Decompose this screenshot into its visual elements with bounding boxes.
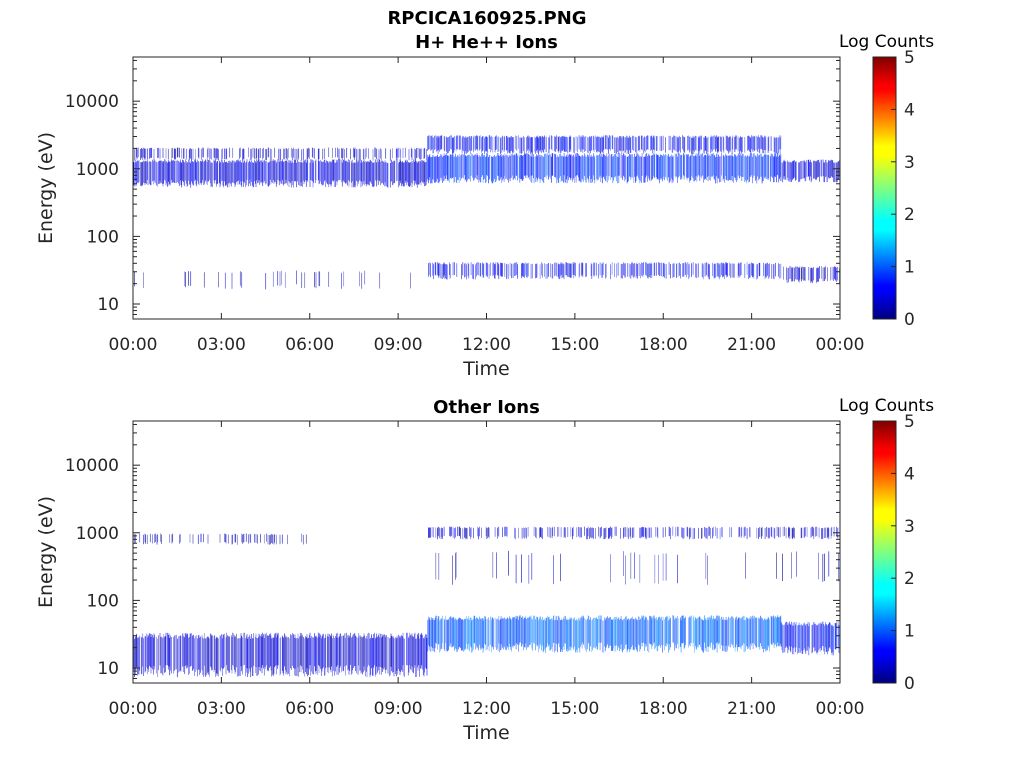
band-5 [435, 550, 839, 585]
panel-0: H+ He++ Ions 00:00 03:00 06:00 09:00 12:00 15:… [35, 32, 934, 380]
x-tick-label: 15:00 [550, 335, 599, 355]
band-2 [427, 152, 782, 184]
y-tick-label: 100 [87, 227, 119, 247]
band-4 [428, 526, 839, 540]
band-1 [134, 147, 427, 161]
x-tick-label: 18:00 [639, 699, 688, 719]
x-tick-label: 12:00 [462, 335, 511, 355]
x-tick-label: 09:00 [374, 335, 423, 355]
colorbar-tick-label: 5 [904, 48, 915, 68]
y-tick-label: 100 [87, 591, 119, 611]
band-0 [133, 632, 428, 678]
band-0 [133, 159, 428, 188]
x-tick-label: 15:00 [550, 699, 599, 719]
y-tick-label: 10000 [65, 456, 119, 476]
y-tick-label: 1000 [76, 160, 119, 180]
y-axis-label: Energy (eV) [35, 132, 57, 244]
colorbar-tick-label: 3 [904, 517, 915, 537]
x-tick-label: 06:00 [285, 335, 334, 355]
plot-area [132, 56, 841, 320]
band-3 [427, 135, 782, 155]
x-tick-label: 18:00 [639, 335, 688, 355]
band-3 [134, 533, 307, 545]
colorbar-tick-label: 0 [904, 310, 915, 330]
band-5 [428, 262, 782, 280]
band-4 [780, 159, 840, 183]
x-tick-label: 00:00 [816, 699, 865, 719]
colorbar-title: Log Counts [839, 396, 934, 416]
colorbar-tick-label: 2 [904, 205, 915, 225]
x-tick-label: 00:00 [109, 699, 158, 719]
panel-title: H+ He++ Ions [415, 32, 558, 53]
colorbar [872, 420, 897, 684]
colorbar [872, 56, 897, 320]
y-tick-label: 10 [97, 295, 119, 315]
band-2 [780, 621, 840, 656]
band-1 [427, 615, 782, 653]
colorbar-tick-label: 0 [904, 674, 915, 694]
colorbar-tick-label: 3 [904, 153, 915, 173]
panel-title: Other Ions [433, 397, 540, 418]
x-tick-label: 09:00 [374, 699, 423, 719]
x-axis-label: Time [462, 722, 510, 744]
band-6 [783, 266, 840, 284]
colorbar-tick-label: 4 [904, 100, 915, 120]
panel-1: Other Ions 00:00 03:00 06:00 09:00 12:00 15:00… [35, 396, 934, 744]
figure-title: RPCICA160925.PNG [387, 8, 586, 29]
y-tick-label: 1000 [76, 524, 119, 544]
x-tick-label: 03:00 [197, 699, 246, 719]
colorbar-tick-label: 1 [904, 622, 915, 642]
x-tick-label: 03:00 [197, 335, 246, 355]
y-tick-label: 10000 [65, 92, 119, 112]
spectrogram [133, 135, 840, 290]
x-tick-label: 21:00 [727, 335, 776, 355]
spectrogram [133, 526, 840, 678]
colorbar-title: Log Counts [839, 32, 934, 52]
y-tick-label: 10 [97, 659, 119, 679]
x-axis-label: Time [462, 358, 510, 380]
band-7 [134, 270, 411, 290]
x-tick-label: 00:00 [816, 335, 865, 355]
colorbar-tick-label: 1 [904, 258, 915, 278]
colorbar-tick-label: 4 [904, 464, 915, 484]
x-tick-label: 00:00 [109, 335, 158, 355]
x-tick-label: 06:00 [285, 699, 334, 719]
x-tick-label: 21:00 [727, 699, 776, 719]
x-tick-label: 12:00 [462, 699, 511, 719]
colorbar-tick-label: 5 [904, 412, 915, 432]
y-axis-label: Energy (eV) [35, 496, 57, 608]
colorbar-tick-label: 2 [904, 569, 915, 589]
